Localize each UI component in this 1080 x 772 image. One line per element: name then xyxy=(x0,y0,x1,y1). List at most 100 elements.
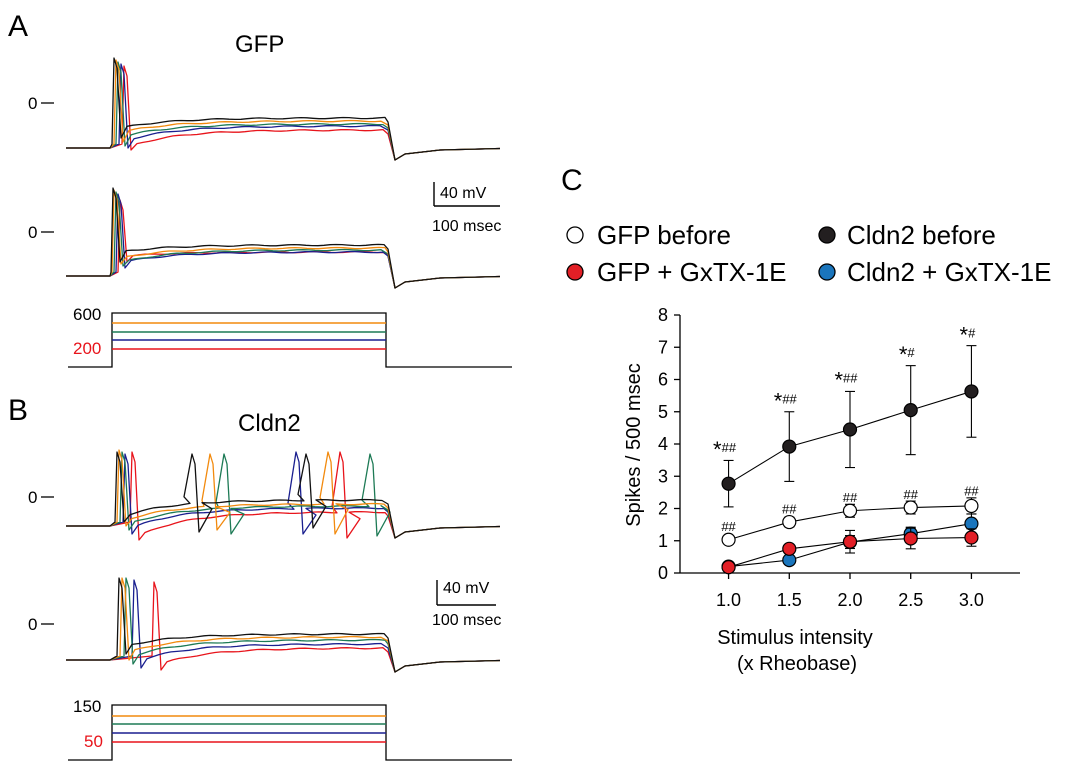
stim-cldn2-bottom-label: 50 xyxy=(84,732,103,751)
scale-time-label: 100 msec xyxy=(432,218,501,235)
svg-text:GFP before: GFP before xyxy=(597,220,731,250)
trace-green xyxy=(66,577,501,673)
data-point xyxy=(782,541,797,556)
significance-label: ## xyxy=(843,490,858,505)
stimulus-outline xyxy=(68,312,512,368)
y-tick-label: 3 xyxy=(658,466,668,486)
stimulus-cldn2 xyxy=(68,704,512,761)
series-1 xyxy=(721,345,979,508)
data-point xyxy=(721,560,736,575)
trace-black xyxy=(66,187,501,289)
panel-a-title: GFP xyxy=(235,31,284,58)
y-tick-label: 0 xyxy=(658,563,668,583)
legend-gfp-gxtx: GFP + GxTX-1E xyxy=(566,257,787,287)
traces-cldn2-before xyxy=(66,449,501,541)
significance-label: ## xyxy=(782,501,797,516)
trace-black xyxy=(66,577,501,673)
data-point xyxy=(964,384,979,399)
svg-text:0: 0 xyxy=(28,615,37,634)
significance-label: ## xyxy=(964,484,979,499)
y-tick-label: 2 xyxy=(658,499,668,519)
scale-bar-b: 40 mV 100 msec xyxy=(432,580,501,629)
x-tick-label: 3.0 xyxy=(959,590,984,610)
panel-b-title: Cldn2 xyxy=(238,410,301,437)
svg-text:0: 0 xyxy=(28,488,37,507)
trace-blue xyxy=(66,579,501,673)
zero-label-b2: 0 xyxy=(28,615,54,634)
legend-cldn2-before: Cldn2 before xyxy=(818,220,996,250)
scale-voltage-label: 40 mV xyxy=(443,580,490,597)
y-tick-label: 1 xyxy=(658,531,668,551)
trace-black xyxy=(66,451,501,539)
x-axis-title-line1: Stimulus intensity xyxy=(717,627,873,649)
series-0 xyxy=(721,497,979,547)
trace-blue xyxy=(66,451,501,539)
chart-legend: GFP before Cldn2 before GFP + GxTX-1E Cl… xyxy=(566,220,1051,287)
trace-orange xyxy=(66,59,501,161)
data-point xyxy=(964,516,979,531)
y-tick-label: 4 xyxy=(658,434,668,454)
data-point xyxy=(842,503,858,518)
trace-red xyxy=(66,65,501,161)
traces-gfp-gxtx xyxy=(66,187,501,289)
significance-label: *## xyxy=(774,389,798,414)
stim-gfp-top-label: 600 xyxy=(73,305,101,324)
x-tick-label: 2.5 xyxy=(898,590,923,610)
significance-label: *## xyxy=(834,368,858,393)
trace-blue xyxy=(66,193,501,289)
legend-gfp-before: GFP before xyxy=(566,220,731,250)
trace-orange xyxy=(66,449,501,539)
traces-gfp-before xyxy=(66,57,501,161)
y-tick-label: 6 xyxy=(658,370,668,390)
significance-label: ## xyxy=(721,519,736,534)
trace-orange xyxy=(66,189,501,289)
trace-green xyxy=(66,191,501,289)
y-tick-label: 8 xyxy=(658,305,668,325)
data-point xyxy=(842,534,858,549)
svg-text:GFP + GxTX-1E: GFP + GxTX-1E xyxy=(597,257,787,287)
data-point xyxy=(782,439,797,454)
stimulus-outline xyxy=(68,704,512,761)
svg-text:0: 0 xyxy=(28,223,37,242)
zero-label-b1: 0 xyxy=(28,488,54,507)
data-point xyxy=(903,500,918,515)
y-tick-label: 5 xyxy=(658,402,668,422)
x-tick-label: 1.5 xyxy=(777,590,802,610)
significance-label: ## xyxy=(903,487,918,502)
legend-cldn2-gxtx: Cldn2 + GxTX-1E xyxy=(818,257,1051,287)
scale-voltage-label: 40 mV xyxy=(440,185,487,202)
trace-red xyxy=(66,199,501,289)
panel-b-letter: B xyxy=(8,394,28,427)
trace-red xyxy=(66,451,501,541)
scale-bar-a: 40 mV 100 msec xyxy=(432,182,501,235)
stim-gfp-bottom-label: 200 xyxy=(73,339,101,358)
x-tick-label: 2.0 xyxy=(837,590,862,610)
y-tick-label: 7 xyxy=(658,337,668,357)
data-point xyxy=(903,531,918,546)
spikes-chart: 0 1 2 3 4 5 6 7 8 1.0 1.5 2.0 2.5 3.0 *## *## *## *# *# ## #… xyxy=(658,305,1020,610)
x-tick-label: 1.0 xyxy=(716,590,741,610)
data-point xyxy=(721,476,736,491)
svg-text:Cldn2 before: Cldn2 before xyxy=(847,220,996,250)
svg-text:Cldn2 + GxTX-1E: Cldn2 + GxTX-1E xyxy=(847,257,1051,287)
data-point xyxy=(964,498,979,514)
x-axis-title-line2: (x Rheobase) xyxy=(737,653,857,675)
data-point xyxy=(903,403,918,418)
significance-label: *# xyxy=(899,342,916,367)
trace-orange xyxy=(66,577,501,673)
stim-cldn2-top-label: 150 xyxy=(73,697,101,716)
traces-cldn2-gxtx xyxy=(66,577,501,673)
data-point xyxy=(964,530,979,545)
data-point xyxy=(721,532,736,547)
significance-label: *# xyxy=(960,322,977,347)
stimulus-gfp xyxy=(68,312,512,368)
data-point xyxy=(842,422,858,437)
panel-c-letter: C xyxy=(561,164,583,197)
trace-green xyxy=(66,61,501,161)
zero-label-a2: 0 xyxy=(28,223,54,242)
significance-label: *## xyxy=(713,437,737,462)
scale-time-label: 100 msec xyxy=(432,612,501,629)
y-axis-title: Spikes / 500 msec xyxy=(623,363,645,526)
trace-blue xyxy=(66,63,501,161)
